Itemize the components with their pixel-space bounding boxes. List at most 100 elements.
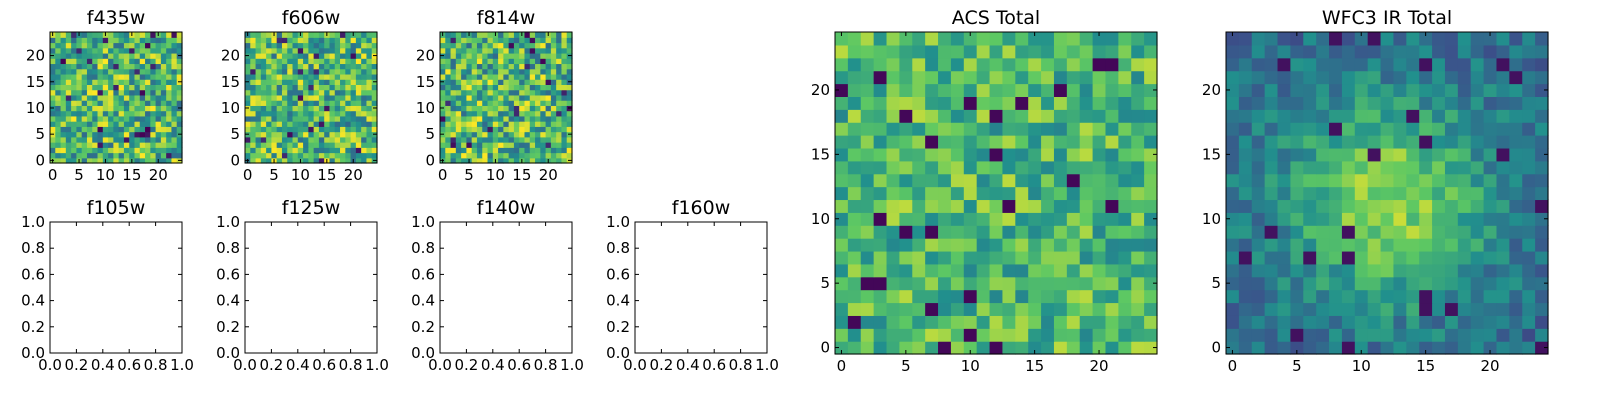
image-pixel bbox=[371, 47, 378, 54]
image-pixel bbox=[81, 37, 88, 44]
image-pixel bbox=[1144, 315, 1158, 329]
image-pixel bbox=[340, 89, 346, 96]
image-pixel bbox=[113, 157, 120, 164]
image-pixel bbox=[1131, 199, 1145, 213]
image-pixel bbox=[155, 94, 162, 101]
image-pixel bbox=[950, 44, 965, 59]
image-pixel bbox=[1251, 135, 1266, 149]
image-pixel bbox=[1264, 199, 1279, 213]
image-pixel bbox=[519, 37, 526, 44]
image-pixel bbox=[55, 157, 62, 164]
image-pixel bbox=[1367, 186, 1382, 201]
y-tick-label: 0.0 bbox=[216, 344, 240, 362]
image-pixel bbox=[350, 110, 357, 117]
image-pixel bbox=[76, 63, 83, 70]
image-pixel bbox=[145, 84, 151, 91]
image-pixel bbox=[561, 47, 568, 54]
image-pixel bbox=[989, 57, 1004, 72]
image-pixel bbox=[1406, 96, 1420, 110]
image-pixel bbox=[513, 157, 520, 164]
x-tick-label: 0.6 bbox=[702, 356, 726, 374]
image-pixel bbox=[938, 315, 952, 329]
image-pixel bbox=[171, 142, 178, 148]
image-pixel bbox=[171, 84, 178, 91]
image-pixel bbox=[835, 199, 849, 213]
image-pixel bbox=[976, 57, 991, 72]
image-pixel bbox=[487, 157, 494, 164]
image-pixel bbox=[835, 96, 849, 110]
image-pixel bbox=[1316, 32, 1330, 46]
image-pixel bbox=[989, 83, 1004, 97]
image-pixel bbox=[71, 131, 77, 138]
image-pixel bbox=[566, 100, 573, 106]
image-pixel bbox=[50, 84, 56, 91]
image-pixel bbox=[287, 42, 294, 49]
image-pixel bbox=[1380, 238, 1395, 252]
image-pixel bbox=[1264, 302, 1279, 316]
image-pixel bbox=[963, 135, 978, 149]
image-pixel bbox=[1277, 96, 1291, 110]
image-pixel bbox=[250, 37, 257, 44]
image-pixel bbox=[1015, 122, 1029, 136]
axes-frame bbox=[439, 31, 573, 164]
image-pixel bbox=[498, 89, 504, 96]
image-pixel bbox=[1406, 289, 1420, 304]
image-pixel bbox=[1522, 147, 1536, 162]
image-pixel bbox=[860, 135, 875, 149]
image-pixel bbox=[81, 152, 88, 159]
image-pixel bbox=[292, 110, 299, 117]
image-pixel bbox=[160, 157, 167, 164]
image-pixel bbox=[1432, 70, 1446, 85]
image-pixel bbox=[899, 212, 913, 226]
image-pixel bbox=[255, 47, 262, 54]
image-pixel bbox=[371, 121, 378, 127]
y-tick-label: 0.2 bbox=[411, 318, 435, 336]
image-pixel bbox=[519, 73, 526, 80]
image-pixel bbox=[361, 37, 368, 44]
image-pixel bbox=[71, 89, 77, 96]
image-pixel bbox=[925, 173, 939, 188]
image-pixel bbox=[281, 94, 288, 101]
image-pixel bbox=[1002, 212, 1016, 226]
image-pixel bbox=[835, 160, 849, 175]
y-tick-label: 0 bbox=[35, 151, 45, 169]
image-pixel bbox=[76, 110, 83, 117]
image-pixel bbox=[440, 152, 446, 159]
image-pixel bbox=[912, 96, 926, 110]
image-pixel bbox=[492, 84, 499, 91]
image-pixel bbox=[873, 83, 888, 97]
image-pixel bbox=[55, 115, 62, 122]
image-pixel bbox=[340, 157, 346, 164]
image-pixel bbox=[361, 157, 368, 164]
image-pixel bbox=[1522, 70, 1536, 85]
image-pixel bbox=[1131, 328, 1145, 342]
image-pixel bbox=[60, 79, 67, 85]
image-pixel bbox=[1522, 263, 1536, 278]
image-pixel bbox=[250, 142, 257, 148]
image-pixel bbox=[1354, 212, 1369, 226]
image-pixel bbox=[361, 142, 368, 148]
image-pixel bbox=[1380, 83, 1395, 97]
image-pixel bbox=[847, 225, 862, 239]
image-pixel bbox=[123, 63, 130, 70]
image-pixel bbox=[1303, 238, 1317, 252]
image-pixel bbox=[835, 83, 849, 97]
image-pixel bbox=[1105, 225, 1119, 239]
image-pixel bbox=[1470, 109, 1485, 123]
image-pixel bbox=[535, 126, 541, 133]
y-tick-label: 0.8 bbox=[606, 239, 630, 257]
image-pixel bbox=[318, 79, 325, 85]
image-pixel bbox=[535, 131, 541, 138]
image-pixel bbox=[324, 115, 331, 122]
image-pixel bbox=[899, 302, 913, 316]
image-pixel bbox=[361, 121, 368, 127]
image-pixel bbox=[276, 147, 283, 154]
image-pixel bbox=[508, 73, 515, 80]
image-pixel bbox=[287, 63, 294, 70]
y-tick-label: 0.6 bbox=[411, 265, 435, 283]
image-pixel bbox=[461, 136, 467, 143]
image-pixel bbox=[1238, 238, 1253, 252]
image-pixel bbox=[561, 110, 568, 117]
image-pixel bbox=[313, 42, 320, 49]
image-pixel bbox=[1419, 302, 1433, 316]
